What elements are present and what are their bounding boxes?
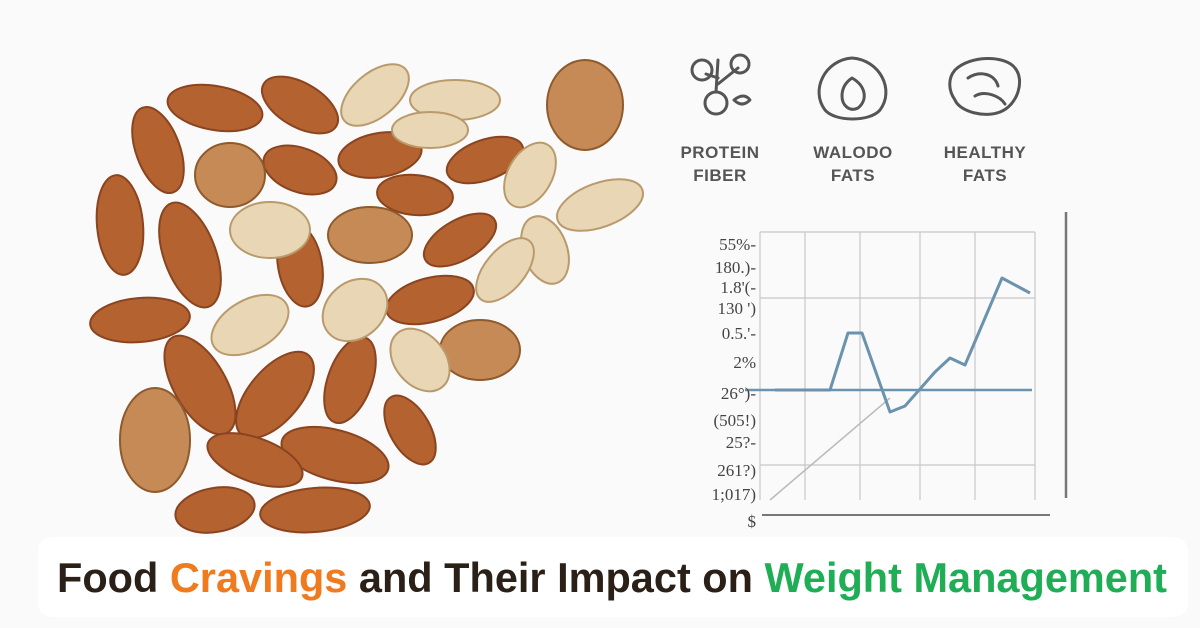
y-label: 26°)- bbox=[721, 384, 756, 403]
y-label: 25?- bbox=[726, 433, 757, 452]
y-label: 1.8'(- bbox=[720, 278, 756, 297]
chart-sketch bbox=[745, 212, 1068, 516]
icon-protein bbox=[690, 53, 752, 116]
y-label: 1;017) bbox=[712, 485, 756, 504]
y-label: 0.5.'- bbox=[722, 324, 757, 343]
title: Food Cravings and Their Impact on Weight… bbox=[57, 554, 1167, 601]
icon-fats bbox=[948, 57, 1021, 116]
icon-label: PROTEIN bbox=[680, 143, 759, 162]
y-label: 2% bbox=[733, 353, 756, 372]
title-part: Food bbox=[57, 554, 170, 601]
icon-label: FATS bbox=[831, 166, 875, 185]
title-part: Weight Management bbox=[764, 554, 1167, 601]
y-label: 180.)- bbox=[715, 258, 756, 277]
y-label: $ bbox=[748, 512, 757, 531]
icon-seed bbox=[817, 56, 888, 121]
title-banner bbox=[38, 537, 1188, 617]
nuts-illustration bbox=[89, 59, 644, 534]
icon-label: FIBER bbox=[693, 166, 747, 185]
y-label: 261?) bbox=[717, 461, 756, 480]
y-label: 55%- bbox=[719, 235, 756, 254]
icon-label: WALODO bbox=[813, 143, 893, 162]
y-label: (505!) bbox=[714, 411, 756, 430]
title-part: Cravings bbox=[170, 554, 347, 601]
y-label: 130 ') bbox=[718, 299, 756, 318]
icon-label: FATS bbox=[963, 166, 1007, 185]
title-part: and Their Impact on bbox=[347, 554, 764, 601]
icon-label: HEALTHY bbox=[944, 143, 1027, 162]
